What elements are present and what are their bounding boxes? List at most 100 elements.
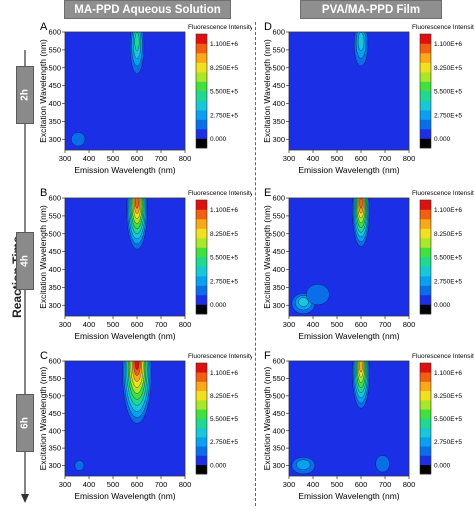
x-tick-label: 700 bbox=[155, 480, 168, 489]
y-tick-label: 300 bbox=[272, 301, 285, 310]
y-tick-label: 300 bbox=[48, 135, 61, 144]
colorbar-title: Fluorescence Intensity (u.a.) bbox=[188, 353, 252, 360]
y-axis-label: Excitation Wavelength (nm) bbox=[262, 205, 272, 309]
y-tick-label: 500 bbox=[48, 63, 61, 72]
heatmap-chart-a: A 300 400 500 600 700 800 300 350 400 450 500 550 600… bbox=[38, 21, 270, 175]
colorbar-swatch bbox=[420, 446, 431, 456]
x-tick-label: 500 bbox=[331, 154, 344, 163]
colorbar-swatch bbox=[196, 372, 207, 382]
colorbar-title: Fluorescence Intensity (u.a.) bbox=[188, 190, 252, 197]
x-tick-label: 400 bbox=[307, 320, 320, 329]
x-tick-label: 600 bbox=[355, 480, 368, 489]
colorbar-swatch bbox=[420, 363, 431, 373]
plot-area bbox=[65, 198, 185, 316]
colorbar-swatch bbox=[420, 372, 431, 382]
x-axis-label: Emission Wavelength (nm) bbox=[298, 491, 399, 501]
panel-label: E bbox=[264, 187, 271, 199]
colorbar-tick-label: 1.100E+6 bbox=[210, 370, 238, 377]
colorbar-tick-label: 1.100E+6 bbox=[210, 207, 238, 214]
colorbar-tick-label: 5.500E+5 bbox=[210, 89, 238, 96]
colorbar-tick-label: 8.250E+5 bbox=[210, 65, 238, 72]
colorbar-tick-label: 5.500E+5 bbox=[434, 255, 462, 262]
colorbar-swatch bbox=[196, 409, 207, 419]
colorbar-swatch bbox=[196, 390, 207, 401]
time-label-4h: 4h bbox=[19, 255, 31, 267]
time-box-2h: 2h bbox=[16, 66, 34, 124]
x-tick-label: 500 bbox=[331, 480, 344, 489]
y-tick-label: 450 bbox=[272, 81, 285, 90]
y-tick-label: 550 bbox=[272, 45, 285, 54]
colorbar-swatch bbox=[196, 304, 207, 315]
colorbar-tick-label: 5.500E+5 bbox=[434, 416, 462, 423]
colorbar-swatch bbox=[196, 418, 207, 429]
x-tick-label: 500 bbox=[107, 154, 120, 163]
x-tick-label: 400 bbox=[83, 154, 96, 163]
y-tick-label: 300 bbox=[272, 135, 285, 144]
heatmap-chart-d: D 300 400 500 600 700 800 300 350 400 450 500 550 600… bbox=[262, 21, 474, 175]
colorbar-tick-label: 1.100E+6 bbox=[434, 41, 462, 48]
colorbar-tick-label: 8.250E+5 bbox=[210, 231, 238, 238]
x-axis-label: Emission Wavelength (nm) bbox=[298, 331, 399, 341]
colorbar-swatch bbox=[196, 219, 207, 229]
contour-peak-1-level-4 bbox=[134, 32, 140, 52]
y-tick-label: 450 bbox=[48, 409, 61, 418]
heatmap-chart-c: C 300 400 500 600 700 800 300 350 400 450 500 550 600… bbox=[38, 350, 270, 501]
colorbar-swatch bbox=[420, 409, 431, 419]
plot-area bbox=[65, 32, 185, 150]
colorbar-title: Fluorescence Intensity (u.a.) bbox=[412, 353, 474, 360]
colorbar-swatch bbox=[196, 81, 207, 92]
colorbar-swatch bbox=[196, 138, 207, 149]
colorbar-swatch bbox=[420, 34, 431, 44]
colorbar-frame bbox=[195, 33, 208, 149]
x-tick-label: 300 bbox=[59, 320, 72, 329]
colorbar-swatch bbox=[196, 129, 207, 139]
contour-peak-3-level-1 bbox=[375, 455, 390, 473]
x-axis-label: Emission Wavelength (nm) bbox=[298, 165, 399, 175]
colorbar-swatch bbox=[420, 119, 431, 130]
panel-label: D bbox=[264, 21, 272, 33]
colorbar-tick-label: 5.500E+5 bbox=[210, 255, 238, 262]
colorbar-swatch bbox=[196, 110, 207, 120]
colorbar-swatch bbox=[196, 72, 207, 82]
colorbar-swatch bbox=[196, 400, 207, 410]
colorbar-swatch bbox=[420, 110, 431, 120]
colorbar-swatch bbox=[196, 100, 207, 111]
contour-peak-2-level-3 bbox=[298, 297, 309, 307]
colorbar-swatch bbox=[420, 53, 431, 63]
x-tick-label: 600 bbox=[131, 320, 144, 329]
colorbar-swatch bbox=[420, 437, 431, 447]
plot-area bbox=[289, 32, 409, 150]
y-tick-label: 500 bbox=[48, 391, 61, 400]
colorbar-tick-label: 1.100E+6 bbox=[210, 41, 238, 48]
colorbar-tick-label: 2.750E+5 bbox=[210, 278, 238, 285]
colorbar-swatch bbox=[420, 276, 431, 286]
y-tick-label: 400 bbox=[272, 426, 285, 435]
colorbar-title: Fluorescence Intensity (u.a.) bbox=[412, 24, 474, 31]
left-column-header: MA-PPD Aqueous Solution bbox=[64, 0, 231, 19]
y-tick-label: 500 bbox=[272, 229, 285, 238]
colorbar-frame bbox=[419, 362, 432, 475]
x-tick-label: 800 bbox=[403, 154, 416, 163]
y-tick-label: 600 bbox=[48, 194, 61, 203]
colorbar-swatch bbox=[196, 238, 207, 248]
y-tick-label: 400 bbox=[272, 99, 285, 108]
y-axis-label: Excitation Wavelength (nm) bbox=[38, 367, 48, 471]
colorbar-swatch bbox=[196, 363, 207, 373]
x-tick-label: 800 bbox=[403, 320, 416, 329]
y-tick-label: 350 bbox=[272, 444, 285, 453]
time-label-6h: 6h bbox=[19, 417, 31, 429]
right-column-header: PVA/MA-PPD Film bbox=[300, 0, 442, 19]
y-tick-label: 450 bbox=[48, 81, 61, 90]
x-tick-label: 600 bbox=[131, 480, 144, 489]
colorbar-swatch bbox=[420, 285, 431, 296]
x-tick-label: 500 bbox=[107, 320, 120, 329]
y-tick-label: 400 bbox=[48, 426, 61, 435]
colorbar-tick-label: 2.750E+5 bbox=[434, 112, 462, 119]
x-tick-label: 400 bbox=[307, 154, 320, 163]
x-tick-label: 300 bbox=[59, 154, 72, 163]
colorbar-tick-label: 8.250E+5 bbox=[210, 393, 238, 400]
y-tick-label: 400 bbox=[48, 265, 61, 274]
heatmap-chart-b: B 300 400 500 600 700 800 300 350 400 450 500 550 600… bbox=[38, 187, 270, 341]
colorbar-tick-label: 2.750E+5 bbox=[434, 278, 462, 285]
colorbar-swatch bbox=[196, 295, 207, 305]
